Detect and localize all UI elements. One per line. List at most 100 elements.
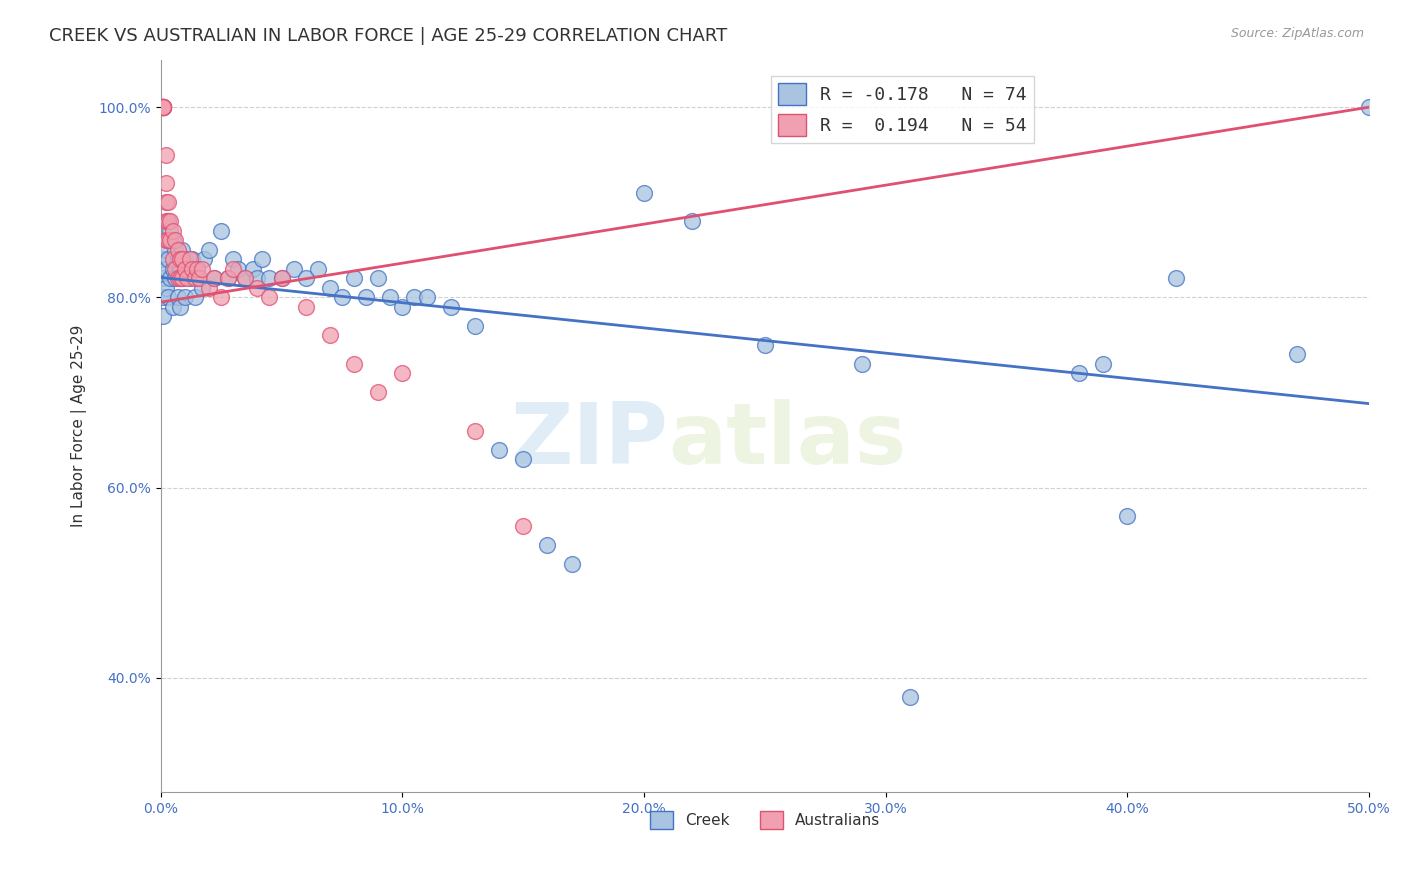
- Point: [152, 100, 174, 114]
- Point: [193, 252, 215, 267]
- Point: [165, 233, 187, 247]
- Point: [188, 271, 211, 285]
- Point: [367, 385, 389, 400]
- Legend: Creek, Australians: Creek, Australians: [644, 805, 886, 836]
- Point: [183, 290, 205, 304]
- Point: [270, 271, 292, 285]
- Point: [152, 252, 174, 267]
- Point: [209, 224, 232, 238]
- Point: [155, 214, 177, 228]
- Point: [226, 261, 249, 276]
- Text: CREEK VS AUSTRALIAN IN LABOR FORCE | AGE 25-29 CORRELATION CHART: CREEK VS AUSTRALIAN IN LABOR FORCE | AGE…: [49, 27, 727, 45]
- Point: [217, 271, 239, 285]
- Point: [354, 290, 377, 304]
- Point: [159, 271, 181, 285]
- Point: [246, 281, 269, 295]
- Point: [343, 271, 366, 285]
- Point: [259, 271, 281, 285]
- Point: [172, 271, 194, 285]
- Point: [259, 290, 281, 304]
- Y-axis label: In Labor Force | Age 25-29: In Labor Force | Age 25-29: [72, 325, 87, 527]
- Point: [294, 300, 316, 314]
- Point: [319, 328, 342, 343]
- Point: [754, 338, 776, 352]
- Point: [152, 100, 174, 114]
- Point: [169, 271, 191, 285]
- Point: [155, 281, 177, 295]
- Point: [173, 290, 195, 304]
- Point: [188, 271, 211, 285]
- Point: [1116, 509, 1139, 524]
- Point: [156, 252, 179, 267]
- Point: [152, 100, 174, 114]
- Point: [172, 252, 194, 267]
- Point: [155, 195, 177, 210]
- Point: [1358, 100, 1381, 114]
- Point: [169, 261, 191, 276]
- Point: [283, 261, 305, 276]
- Point: [464, 318, 486, 333]
- Point: [152, 100, 174, 114]
- Point: [155, 176, 177, 190]
- Point: [156, 195, 179, 210]
- Point: [512, 452, 534, 467]
- Point: [159, 214, 181, 228]
- Point: [156, 233, 179, 247]
- Point: [404, 290, 426, 304]
- Point: [209, 290, 232, 304]
- Point: [152, 100, 174, 114]
- Point: [172, 271, 194, 285]
- Point: [270, 271, 292, 285]
- Point: [156, 214, 179, 228]
- Point: [633, 186, 655, 200]
- Point: [198, 243, 221, 257]
- Text: atlas: atlas: [668, 399, 907, 482]
- Point: [156, 214, 179, 228]
- Point: [186, 261, 208, 276]
- Point: [512, 518, 534, 533]
- Point: [681, 214, 703, 228]
- Point: [173, 252, 195, 267]
- Point: [181, 261, 204, 276]
- Point: [1092, 357, 1115, 371]
- Point: [162, 261, 184, 276]
- Point: [176, 261, 198, 276]
- Point: [536, 538, 558, 552]
- Point: [367, 271, 389, 285]
- Point: [222, 261, 245, 276]
- Point: [851, 357, 873, 371]
- Point: [169, 252, 191, 267]
- Point: [181, 252, 204, 267]
- Point: [191, 281, 214, 295]
- Point: [1067, 367, 1090, 381]
- Point: [561, 557, 583, 571]
- Point: [179, 252, 201, 267]
- Point: [222, 252, 245, 267]
- Text: ZIP: ZIP: [510, 399, 668, 482]
- Point: [307, 261, 329, 276]
- Point: [155, 147, 177, 161]
- Point: [155, 233, 177, 247]
- Point: [391, 367, 413, 381]
- Point: [166, 252, 188, 267]
- Point: [165, 243, 187, 257]
- Point: [179, 271, 201, 285]
- Point: [233, 271, 256, 285]
- Point: [1285, 347, 1308, 361]
- Point: [186, 261, 208, 276]
- Point: [1164, 271, 1187, 285]
- Point: [165, 271, 187, 285]
- Point: [198, 281, 221, 295]
- Point: [152, 100, 174, 114]
- Point: [173, 261, 195, 276]
- Point: [440, 300, 463, 314]
- Point: [415, 290, 437, 304]
- Point: [166, 271, 188, 285]
- Point: [898, 690, 921, 704]
- Point: [162, 300, 184, 314]
- Point: [155, 261, 177, 276]
- Point: [488, 442, 510, 457]
- Point: [166, 290, 188, 304]
- Point: [172, 243, 194, 257]
- Point: [191, 261, 214, 276]
